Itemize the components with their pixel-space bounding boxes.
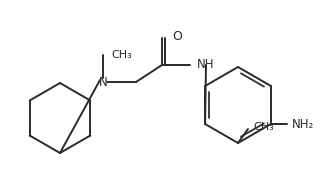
Text: CH₃: CH₃ — [111, 50, 132, 60]
Text: O: O — [172, 31, 182, 43]
Text: CH₃: CH₃ — [253, 122, 274, 132]
Text: N: N — [99, 75, 107, 88]
Text: NH: NH — [197, 58, 215, 71]
Text: NH₂: NH₂ — [292, 117, 314, 130]
